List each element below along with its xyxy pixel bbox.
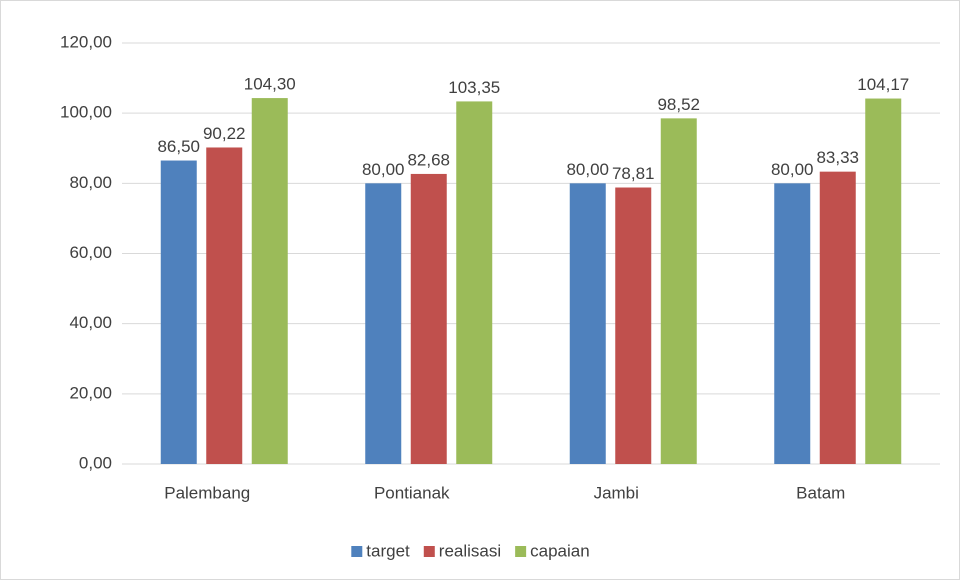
data-label: 98,52	[657, 95, 700, 114]
legend-swatch	[351, 546, 363, 557]
bar	[569, 183, 606, 465]
bar	[160, 160, 197, 464]
legend-swatch	[423, 546, 435, 557]
bar	[206, 147, 243, 465]
data-label: 80,00	[566, 160, 609, 179]
legend-label: capaian	[530, 541, 590, 560]
data-label: 80,00	[771, 160, 814, 179]
bar	[251, 98, 288, 464]
bar	[456, 101, 493, 464]
data-label: 80,00	[362, 160, 405, 179]
data-label: 83,33	[816, 148, 859, 167]
data-label: 78,81	[612, 164, 655, 183]
y-tick-label: 120,00	[60, 32, 112, 51]
y-tick-label: 100,00	[60, 103, 112, 122]
data-label: 103,35	[448, 78, 500, 97]
bar	[410, 173, 447, 464]
legend-swatch	[515, 546, 527, 557]
data-label: 86,50	[157, 137, 200, 156]
bar	[774, 183, 811, 465]
bar	[660, 118, 697, 464]
y-tick-label: 20,00	[69, 383, 112, 402]
x-tick-label: Pontianak	[374, 483, 450, 502]
legend-label: target	[366, 541, 410, 560]
data-label: 104,30	[244, 75, 296, 94]
y-tick-label: 80,00	[69, 173, 112, 192]
bar	[615, 187, 652, 465]
y-tick-label: 60,00	[69, 243, 112, 262]
bar	[865, 98, 902, 464]
data-label: 90,22	[203, 124, 246, 143]
x-tick-label: Batam	[796, 483, 845, 502]
bar	[819, 171, 856, 465]
legend-label: realisasi	[439, 541, 501, 560]
data-label: 104,17	[857, 75, 909, 94]
y-tick-label: 40,00	[69, 313, 112, 332]
x-tick-label: Jambi	[594, 483, 639, 502]
y-tick-label: 0,00	[79, 453, 112, 472]
bar	[365, 183, 402, 465]
x-tick-label: Palembang	[164, 483, 250, 502]
data-label: 82,68	[407, 150, 450, 169]
